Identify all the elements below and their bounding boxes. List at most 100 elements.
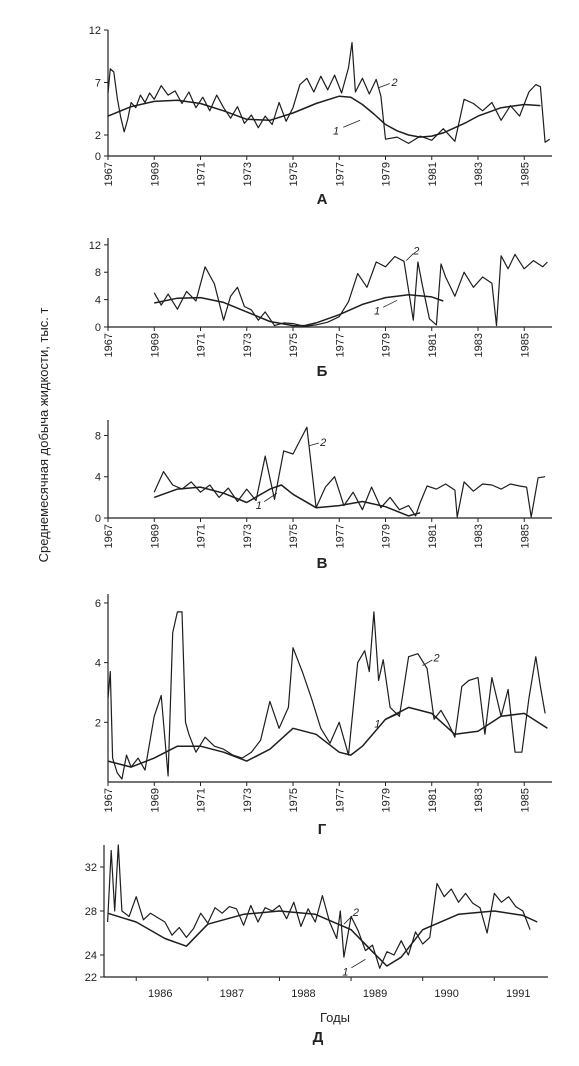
series-marker-label: 1 <box>342 966 348 978</box>
y-axis-label: Среднемесячная добыча жидкости, тыс. т <box>36 308 51 563</box>
x-tick-label: 1985 <box>519 524 531 548</box>
panel-label: Г <box>318 821 327 838</box>
x-tick-label: 1967 <box>103 162 115 186</box>
x-tick-label: 1987 <box>220 988 244 1000</box>
y-tick-label: 4 <box>95 472 101 484</box>
x-tick-label: 1975 <box>288 788 300 812</box>
series-marker-label: 2 <box>432 653 439 665</box>
x-tick-label: 1977 <box>334 524 346 548</box>
y-tick-label: 32 <box>85 862 97 874</box>
x-tick-label: 1975 <box>288 333 300 357</box>
series-marker-label: 1 <box>256 500 262 512</box>
y-tick-label: 12 <box>89 240 101 252</box>
y-tick-label: 8 <box>95 267 101 279</box>
x-tick-label: 1989 <box>363 988 387 1000</box>
series-marker-label: 2 <box>319 437 326 449</box>
y-tick-label: 0 <box>95 151 101 163</box>
y-tick-label: 22 <box>85 972 97 984</box>
series-leader-line <box>309 442 320 447</box>
y-tick-label: 12 <box>89 25 101 37</box>
series-line-2-actual <box>153 426 546 518</box>
series-leader-line <box>263 492 278 502</box>
x-tick-label: 1977 <box>334 162 346 186</box>
series-line-2-actual <box>107 41 551 144</box>
x-tick-label: 1983 <box>473 162 485 186</box>
series-line-2-actual <box>153 253 548 327</box>
panel-label: Д <box>313 1029 324 1046</box>
y-tick-label: 2 <box>95 130 101 142</box>
x-tick-label: 1985 <box>519 162 531 186</box>
x-tick-label: 1979 <box>381 333 393 357</box>
x-tick-label: 1973 <box>242 524 254 548</box>
x-tick-label: 1967 <box>103 333 115 357</box>
x-tick-label: 1967 <box>103 788 115 812</box>
series-marker-label: 1 <box>333 125 339 137</box>
x-tick-label: 1988 <box>291 988 315 1000</box>
x-tick-label: 1985 <box>519 333 531 357</box>
x-tick-label: 1969 <box>149 333 161 357</box>
chart-panel-4: 2 4 6 1967 1969 1971 1973 1975 1977 1979 1981 1983 1… <box>95 594 552 838</box>
series-marker-label: 2 <box>412 246 419 258</box>
x-tick-label: 1971 <box>196 333 208 357</box>
series-line-2-actual <box>107 611 546 780</box>
x-tick-label: 1983 <box>473 788 485 812</box>
y-tick-label: 7 <box>95 78 101 90</box>
chart-panel-5: 22 24 28 32 1986 1987 1988 1989 1990 1991 1 2 Д <box>85 844 548 1046</box>
x-tick-label: 1973 <box>242 333 254 357</box>
series-leader-line <box>422 659 433 666</box>
x-tick-label: 1971 <box>196 524 208 548</box>
x-tick-label: 1979 <box>381 788 393 812</box>
x-tick-label: 1973 <box>242 788 254 812</box>
x-tick-label: 1973 <box>242 162 254 186</box>
series-leader-line <box>351 959 366 969</box>
y-tick-label: 0 <box>95 513 101 525</box>
x-tick-label: 1983 <box>473 524 485 548</box>
x-tick-label: 1983 <box>473 333 485 357</box>
x-tick-label: 1979 <box>381 524 393 548</box>
y-tick-label: 28 <box>85 906 97 918</box>
series-marker-label: 2 <box>352 907 359 919</box>
x-tick-label: 1971 <box>196 162 208 186</box>
panel-label: Б <box>317 363 328 380</box>
x-tick-label: 1979 <box>381 162 393 186</box>
y-tick-label: 6 <box>95 598 101 610</box>
y-tick-label: 8 <box>95 430 101 442</box>
x-tick-label: 1969 <box>149 162 161 186</box>
x-tick-label: 1986 <box>148 988 172 1000</box>
series-line-2-actual <box>107 844 531 969</box>
x-tick-label: 1981 <box>427 788 439 812</box>
series-leader-line <box>378 83 390 89</box>
x-tick-label: 1990 <box>434 988 458 1000</box>
series-leader-line <box>406 253 414 261</box>
series-line-1-smooth <box>154 294 444 327</box>
series-leader-line <box>343 119 361 128</box>
y-tick-label: 24 <box>85 950 97 962</box>
x-axis-label: Годы <box>320 1010 350 1025</box>
y-tick-label: 2 <box>95 717 101 729</box>
x-tick-label: 1975 <box>288 524 300 548</box>
series-line-1-smooth <box>153 484 421 517</box>
series-marker-label: 1 <box>374 718 380 730</box>
x-tick-label: 1981 <box>427 524 439 548</box>
panel-label: В <box>317 555 328 572</box>
x-tick-label: 1981 <box>427 333 439 357</box>
x-tick-label: 1977 <box>334 788 346 812</box>
x-tick-label: 1969 <box>149 788 161 812</box>
series-line-1-smooth <box>107 706 548 768</box>
series-marker-label: 1 <box>374 305 380 317</box>
x-tick-label: 1967 <box>103 524 115 548</box>
chart-panel-3: 0 4 8 1967 1969 1971 1973 1975 1977 1979 1981 1983 1… <box>95 420 552 572</box>
y-tick-label: 4 <box>95 658 101 670</box>
panel-label: А <box>317 191 328 208</box>
x-tick-label: 1977 <box>334 333 346 357</box>
series-leader-line <box>343 915 353 925</box>
x-tick-label: 1969 <box>149 524 161 548</box>
series-marker-label: 2 <box>391 77 398 89</box>
y-tick-label: 4 <box>95 295 101 307</box>
x-tick-label: 1981 <box>427 162 439 186</box>
x-tick-label: 1991 <box>506 988 530 1000</box>
